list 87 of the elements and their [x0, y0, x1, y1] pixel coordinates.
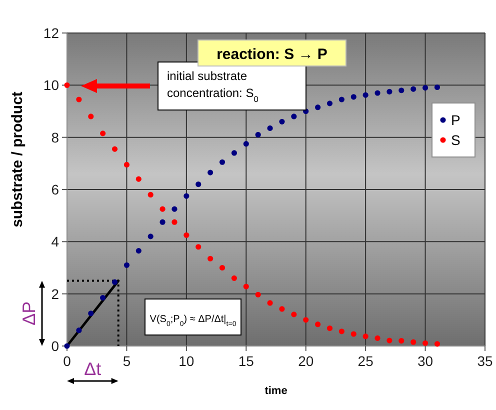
point — [196, 181, 202, 188]
point — [374, 90, 380, 96]
point — [434, 341, 440, 347]
point — [184, 193, 190, 199]
point — [291, 312, 297, 318]
point — [267, 125, 273, 132]
point — [386, 338, 392, 344]
point — [172, 219, 178, 225]
point — [338, 96, 344, 102]
point — [338, 328, 344, 334]
annotation: initial substrate concentration: S$_{0}$ — [167, 69, 259, 104]
point — [326, 325, 333, 332]
x-axis-title: time — [264, 385, 288, 397]
point — [422, 340, 428, 346]
point — [112, 146, 118, 152]
point — [362, 92, 368, 98]
point — [231, 150, 237, 156]
point — [76, 96, 82, 102]
point — [422, 84, 428, 91]
point — [398, 88, 404, 94]
x-tick-label: 0 — [63, 353, 72, 369]
y-tick-label: 4 — [51, 234, 60, 250]
point — [350, 94, 356, 100]
point — [100, 294, 106, 301]
point — [243, 284, 249, 290]
point — [434, 84, 440, 90]
y-tick-label: 0 — [51, 338, 60, 354]
y-tick-label: 12 — [43, 25, 60, 41]
x-tick-label: 20 — [298, 353, 314, 369]
point — [148, 192, 154, 198]
point — [303, 317, 309, 323]
point — [326, 100, 333, 106]
point — [160, 219, 166, 225]
point — [398, 338, 404, 344]
point — [208, 256, 214, 262]
text: ΔP — [19, 301, 39, 326]
point — [196, 244, 202, 250]
y-tick-label: 2 — [51, 286, 60, 302]
point — [291, 114, 297, 120]
point — [362, 334, 368, 340]
point — [231, 275, 237, 281]
annotation: V(S$_{0}$;P$_{0}$) ≈ ΔP/Δt|$_{t=0}$ — [150, 314, 236, 328]
point — [267, 300, 273, 306]
text: Δt — [84, 359, 102, 379]
point — [255, 132, 261, 138]
point — [410, 339, 416, 345]
point — [172, 206, 178, 212]
point — [315, 104, 321, 110]
point — [112, 279, 118, 285]
x-tick-label: 5 — [122, 353, 131, 369]
text: reaction: S → P — [216, 46, 328, 63]
point — [76, 328, 82, 334]
x-tick-label: 15 — [238, 353, 254, 369]
point — [208, 170, 214, 176]
point — [219, 159, 226, 165]
x-tick-label: 25 — [358, 353, 374, 369]
point — [374, 335, 380, 341]
x-tick-label: 30 — [417, 353, 434, 369]
point — [219, 264, 226, 271]
point — [88, 310, 94, 316]
point — [136, 248, 142, 254]
point — [64, 343, 70, 349]
point — [148, 234, 154, 240]
point — [410, 86, 416, 92]
point — [124, 262, 130, 268]
point — [315, 322, 321, 328]
point — [184, 232, 190, 238]
point — [255, 292, 261, 298]
point — [350, 331, 356, 337]
y-axis-title: substrate / product — [9, 92, 26, 228]
point — [100, 130, 106, 136]
x-tick-label: 10 — [178, 353, 194, 369]
legend-label: P — [451, 112, 460, 128]
point — [88, 114, 94, 120]
point — [279, 118, 285, 124]
point — [160, 206, 166, 212]
point — [279, 306, 285, 312]
point — [64, 82, 70, 88]
point — [124, 162, 130, 168]
x-tick-label: 35 — [477, 353, 493, 369]
y-tick-label: 6 — [51, 182, 60, 198]
point — [386, 88, 392, 94]
y-tick-label: 8 — [51, 129, 60, 146]
point — [136, 176, 142, 182]
y-tick-label: 10 — [43, 77, 60, 94]
point — [243, 141, 249, 147]
legend-label: S — [451, 132, 460, 148]
